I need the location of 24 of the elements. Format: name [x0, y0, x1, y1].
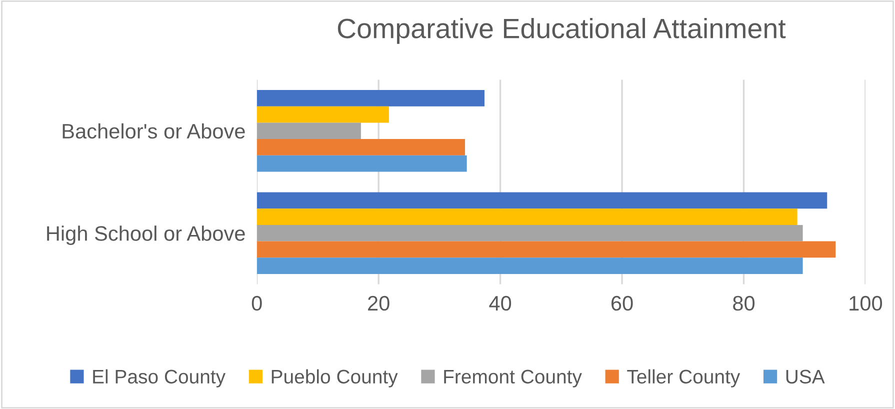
x-tick-label: 100	[850, 296, 882, 311]
bar	[256, 106, 389, 123]
chart-title: Comparative Educational Attainment	[338, 18, 786, 44]
legend-label: Teller County	[627, 369, 740, 388]
y-tick-label: Bachelor's or Above	[62, 123, 245, 139]
x-tick-label: 40	[489, 296, 512, 311]
legend-label: El Paso County	[93, 369, 226, 388]
bar	[256, 155, 467, 172]
y-tick-label: High School or Above	[47, 226, 245, 245]
legend-label: Pueblo County	[272, 369, 398, 388]
bar	[256, 90, 484, 106]
x-tick-label: 0	[252, 296, 262, 311]
bar	[256, 258, 803, 274]
x-tick-label: 80	[733, 296, 755, 311]
legend-label: Fremont County	[444, 370, 582, 388]
x-tick-label: 60	[612, 296, 633, 311]
bar	[256, 241, 836, 258]
bar	[256, 122, 361, 140]
x-tick-label: 20	[368, 296, 390, 311]
bar	[256, 192, 828, 209]
bar	[256, 224, 803, 242]
bar	[256, 208, 798, 225]
legend-label: USA	[786, 370, 825, 384]
bar	[256, 139, 466, 156]
